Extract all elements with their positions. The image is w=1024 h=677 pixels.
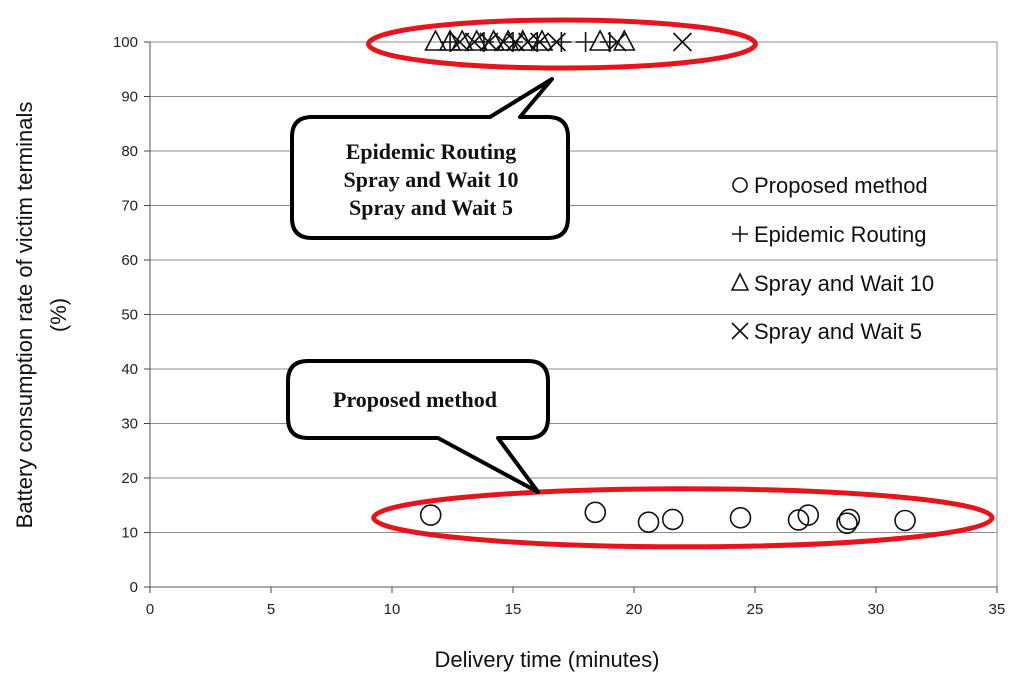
y-tick-label-50: 50	[121, 307, 138, 324]
point-cross-6	[530, 32, 550, 52]
y-tick-label-40: 40	[121, 361, 138, 378]
point-circle-6	[797, 504, 820, 526]
x-axis-title: Delivery time (minutes)	[435, 647, 660, 672]
callout-top-bubble	[290, 77, 570, 240]
callout-top: Epidemic Routing Spray and Wait 10 Spray…	[290, 77, 570, 240]
legend-label-proposed: Proposed method	[754, 173, 928, 198]
y-tick-label-20: 20	[121, 470, 138, 487]
point-circle-2	[637, 511, 660, 533]
y-tick-label-70: 70	[121, 198, 138, 215]
point-plus-4	[551, 32, 572, 52]
axes	[144, 41, 998, 593]
point-circle-4	[729, 506, 752, 529]
legend-item-spray10: Spray and Wait 10	[730, 271, 934, 296]
point-cross-2	[479, 32, 499, 52]
legend-label-spray5: Spray and Wait 5	[754, 319, 922, 344]
x-tick-label-30: 30	[868, 601, 885, 618]
legend-marker-plus	[732, 226, 748, 242]
y-tick-labels: 0 10 20 30 40 50 60 70 80 90 100	[113, 34, 138, 596]
legend-label-spray10: Spray and Wait 10	[754, 271, 934, 296]
x-tick-label-10: 10	[384, 601, 401, 618]
callout-bottom-bubble	[286, 359, 550, 494]
y-tick-label-60: 60	[121, 252, 138, 269]
callout-bottom-line-1: Proposed method	[333, 387, 497, 412]
y-tick-label-0: 0	[130, 579, 138, 596]
point-circle-0	[419, 504, 442, 526]
point-cross-1	[464, 32, 484, 52]
point-cross-9	[672, 32, 692, 52]
point-circle-7	[836, 512, 858, 535]
point-plus-3	[527, 32, 548, 52]
x-tick-labels: 0 5 10 15 20 25 30 35	[146, 601, 1006, 618]
point-circle-9	[894, 509, 916, 532]
point-cross-7	[546, 32, 567, 52]
y-tick-label-100: 100	[113, 34, 138, 51]
highlight-ellipse-top	[366, 17, 758, 71]
y-tick-label-90: 90	[121, 89, 138, 106]
callout-top-line-2: Spray and Wait 10	[343, 167, 518, 192]
legend: Proposed method Epidemic Routing Spray a…	[730, 173, 934, 344]
x-tick-label-15: 15	[505, 601, 522, 618]
legend-marker-circle	[732, 177, 748, 193]
x-tick-label-35: 35	[989, 601, 1006, 618]
point-circle-5	[787, 509, 810, 531]
data-points	[419, 29, 916, 535]
x-tick-label-0: 0	[146, 601, 154, 618]
point-triangle-1	[438, 29, 462, 51]
y-tick-label-30: 30	[121, 416, 138, 433]
x-tick-label-5: 5	[267, 601, 275, 618]
highlight-ellipses	[366, 17, 995, 550]
highlight-ellipse-bottom	[371, 486, 995, 550]
legend-label-epidemic: Epidemic Routing	[754, 222, 926, 247]
callout-top-line-3: Spray and Wait 5	[349, 195, 513, 220]
x-tick-label-20: 20	[626, 601, 643, 618]
point-circle-1	[584, 501, 607, 524]
point-circle-3	[661, 508, 684, 531]
y-axis-unit: (%)	[46, 298, 71, 332]
point-triangle-0	[424, 29, 447, 51]
legend-item-epidemic: Epidemic Routing	[732, 222, 926, 247]
callout-bottom: Proposed method	[286, 359, 550, 494]
y-axis-title: Battery consumption rate of victim termi…	[12, 102, 37, 529]
point-cross-8	[607, 32, 627, 52]
legend-marker-cross	[731, 322, 749, 340]
legend-item-proposed: Proposed method	[732, 173, 928, 198]
point-triangle-4	[482, 29, 505, 51]
point-plus-5	[575, 32, 596, 52]
legend-item-spray5: Spray and Wait 5	[731, 319, 922, 344]
callout-top-line-1: Epidemic Routing	[346, 139, 517, 164]
legend-marker-triangle	[730, 272, 750, 291]
point-circle-8	[838, 508, 861, 531]
y-tick-label-80: 80	[121, 143, 138, 160]
point-triangle-8	[588, 29, 612, 51]
point-cross-0	[450, 32, 470, 52]
y-tick-label-10: 10	[121, 525, 138, 542]
x-tick-label-25: 25	[747, 601, 764, 618]
